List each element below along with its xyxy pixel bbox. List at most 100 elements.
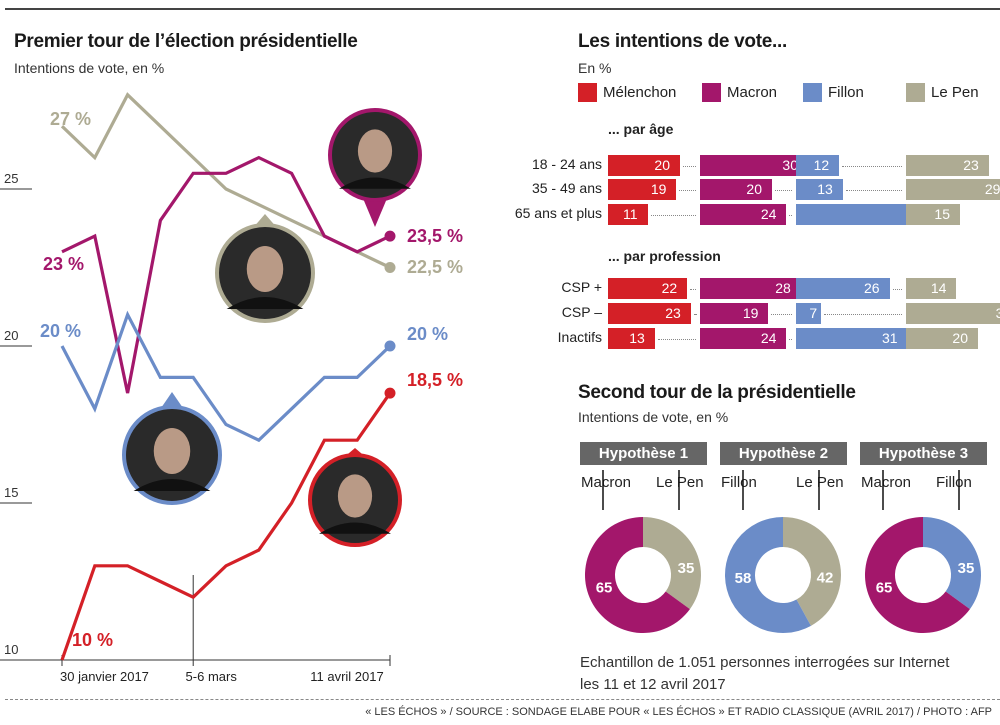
slice-macron: [865, 517, 970, 633]
candidate-label-right: Le Pen: [796, 474, 844, 491]
x-tick-label: 5-6 mars: [186, 669, 238, 684]
series-line: [60, 310, 392, 443]
end-value-label: 22,5 %: [407, 257, 463, 277]
x-tick-label: 30 janvier 2017: [60, 669, 149, 684]
line-chart-subtitle: Intentions de vote, en %: [14, 60, 165, 76]
row-label: CSP +: [561, 279, 602, 295]
hypothesis-header: Hypothèse 3: [860, 442, 987, 465]
series-line: [60, 392, 392, 661]
legend-swatch: [702, 83, 721, 102]
shoulders-shape: [226, 297, 304, 309]
slice-lepen: [783, 517, 841, 626]
legend-label: Macron: [727, 84, 778, 101]
bar-melenchon: 13: [608, 328, 655, 349]
donut-chart: 35 65: [865, 470, 981, 633]
slice-value-label: 35: [958, 560, 975, 577]
y-tick-label: 25: [4, 171, 18, 186]
face-shape: [246, 245, 284, 293]
sample-note: Echantillon de 1.051 personnes interrogé…: [580, 652, 949, 696]
bar-macron: 19: [700, 303, 769, 324]
bar-macron: 24: [700, 328, 787, 349]
bar-lepen: 29: [906, 179, 1000, 200]
data-point: [384, 340, 396, 352]
bar-fillon: 31: [796, 328, 908, 349]
start-value-label: 20 %: [40, 321, 81, 341]
y-tick-label: 20: [4, 328, 18, 343]
end-value-label: 23,5 %: [407, 226, 463, 246]
shoulders-shape: [133, 479, 211, 491]
donut-chart: 35 65: [585, 470, 701, 633]
row-label: CSP –: [561, 304, 602, 320]
slice-value-label: 42: [817, 569, 834, 586]
row-label: 35 - 49 ans: [531, 180, 602, 196]
end-value-label: 18,5 %: [407, 370, 463, 390]
dotted-leader: [892, 289, 902, 290]
bar-melenchon: 20: [608, 155, 680, 176]
candidate-label-left: Macron: [861, 474, 912, 491]
slice-value-label: 58: [735, 570, 752, 587]
photo-fillon: [122, 392, 222, 505]
donut-chart: 42 58: [725, 470, 841, 633]
dotted-leader: [824, 314, 902, 315]
dotted-leader: [650, 215, 696, 216]
group-label-profession: ... par profession: [608, 248, 721, 264]
series-fillon: 20 % 20 %: [40, 310, 448, 443]
legend-item-macron: Macron: [702, 83, 803, 102]
end-value-label: 20 %: [407, 324, 448, 344]
bar-chart-title: Les intentions de vote...: [578, 31, 787, 52]
bar-melenchon: 23: [608, 303, 691, 324]
data-point: [384, 387, 396, 399]
slice-value-label: 35: [678, 560, 695, 577]
x-tick-label: 11 avril 2017: [310, 669, 383, 684]
face-shape: [357, 129, 393, 173]
group-label-age: ... par âge: [608, 121, 674, 137]
data-point: [384, 262, 396, 273]
footer-rule: [5, 699, 1000, 700]
series-macron: 23 % 23,5 %: [43, 155, 463, 394]
dotted-leader: [842, 166, 902, 167]
note-line: Echantillon de 1.051 personnes interrogé…: [580, 654, 950, 671]
shoulders-shape: [319, 522, 391, 534]
legend: Mélenchon Macron Fillon Le Pen: [578, 83, 979, 102]
shoulders-shape: [339, 177, 411, 189]
dotted-leader: [683, 166, 696, 167]
series-line: [61, 155, 391, 394]
slice-fillon: [725, 517, 811, 633]
dotted-leader: [775, 190, 792, 191]
dotted-leader: [771, 314, 792, 315]
bar-macron: 20: [700, 179, 772, 200]
legend-label: Mélenchon: [603, 84, 677, 101]
legend-swatch: [578, 83, 597, 102]
photo-lepen: [215, 214, 315, 323]
bar-melenchon: 11: [608, 204, 648, 225]
y-tick-label: 15: [4, 485, 18, 500]
bar-fillon: 26: [796, 278, 890, 299]
legend-swatch: [803, 83, 822, 102]
slice-lepen: [643, 517, 701, 610]
dotted-leader: [693, 314, 696, 315]
legend-label: Le Pen: [931, 84, 979, 101]
candidate-label-right: Fillon: [936, 474, 972, 491]
slice-value-label: 65: [876, 579, 893, 596]
pie-chart-subtitle: Intentions de vote, en %: [578, 409, 729, 425]
y-tick-label: 10: [4, 642, 18, 657]
row-label: 65 ans et plus: [514, 205, 602, 221]
bar-fillon: 7: [796, 303, 822, 324]
dotted-leader: [789, 215, 792, 216]
line-chart: 25 20 15 10 30 janvier 2017 5-6 mars 11 avril …: [0, 92, 463, 684]
face-shape: [337, 474, 373, 518]
hypothesis-header: Hypothèse 2: [720, 442, 847, 465]
data-point: [384, 230, 396, 242]
bar-lepen: 23: [906, 155, 989, 176]
row-label: 18 - 24 ans: [531, 156, 602, 172]
candidate-label-right: Le Pen: [656, 474, 704, 491]
dotted-leader: [845, 190, 902, 191]
series-melenchon: 10 % 18,5 %: [60, 370, 463, 661]
pie-chart-title: Second tour de la présidentielle: [578, 382, 856, 403]
start-value-label: 23 %: [43, 254, 84, 274]
dotted-leader: [690, 289, 696, 290]
row-label: Inactifs: [557, 329, 602, 345]
start-value-label: 10 %: [72, 630, 113, 650]
candidate-photos: [122, 108, 422, 547]
photo-macron: [328, 108, 422, 227]
